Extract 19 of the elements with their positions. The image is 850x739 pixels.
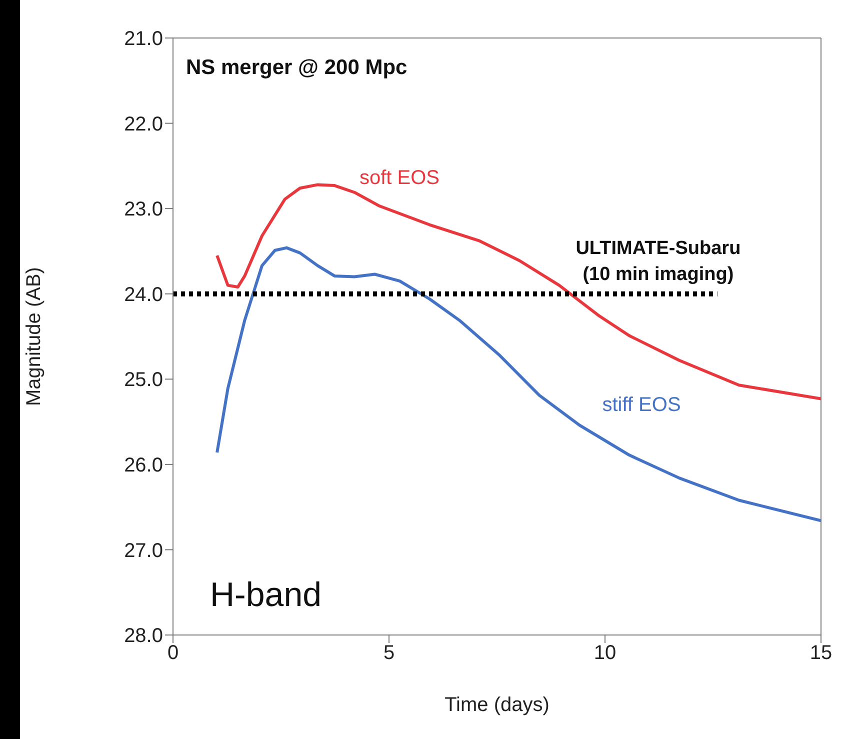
x-tick-label: 0 xyxy=(167,642,179,664)
y-axis-title: Magnitude (AB) xyxy=(23,267,46,406)
y-tick-label: 24.0 xyxy=(124,284,163,306)
annotation: ULTIMATE-Subaru (10 min imaging) xyxy=(576,238,741,285)
y-tick-label: 21.0 xyxy=(124,28,163,50)
x-axis-title: Time (days) xyxy=(444,694,550,716)
text: NS merger @ 200 Mpc xyxy=(186,56,408,80)
y-tick-label: 22.0 xyxy=(124,113,163,136)
y-tick-label: 27.0 xyxy=(124,540,163,562)
series-label: stiff EOS xyxy=(602,394,681,416)
x-tick-label: 15 xyxy=(810,642,832,664)
annotation: H-band xyxy=(210,576,322,615)
x-tick-label: 10 xyxy=(594,642,616,664)
y-tick-label: 25.0 xyxy=(124,369,163,392)
y-tick-label: 28.0 xyxy=(124,625,163,648)
x-tick-label: 5 xyxy=(383,642,395,664)
y-tick-label: 23.0 xyxy=(124,198,163,221)
series-label: soft EOS xyxy=(359,167,440,190)
y-tick-label: 26.0 xyxy=(124,454,163,477)
